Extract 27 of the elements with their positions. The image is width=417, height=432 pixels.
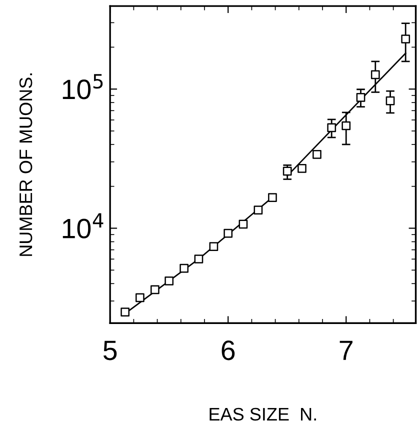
point xyxy=(120,308,130,316)
x-tick-label: 6 xyxy=(222,340,235,360)
point xyxy=(268,193,277,202)
point xyxy=(194,254,204,264)
point xyxy=(298,164,306,173)
point xyxy=(327,123,336,132)
x-axis-title: EAS SIZE N. xyxy=(210,408,316,421)
point xyxy=(254,206,263,215)
point xyxy=(370,70,380,80)
x-tick-label: 5 xyxy=(103,340,117,360)
point xyxy=(180,264,189,273)
point xyxy=(136,293,144,302)
point xyxy=(386,96,395,106)
point xyxy=(342,121,351,130)
point xyxy=(209,242,218,252)
point xyxy=(238,220,248,229)
point xyxy=(356,92,366,102)
point xyxy=(150,285,160,294)
x-tick-label: 7 xyxy=(340,340,352,360)
point xyxy=(282,166,292,176)
y-tick-label: 10$^{5}$ xyxy=(62,74,103,100)
point xyxy=(164,276,174,286)
point xyxy=(312,150,322,159)
point xyxy=(401,34,410,44)
point xyxy=(224,228,233,238)
y-tick-label: 10$^{4}$ xyxy=(62,213,104,238)
y-axis-title: NUMBER OF MUONS. xyxy=(19,73,32,256)
